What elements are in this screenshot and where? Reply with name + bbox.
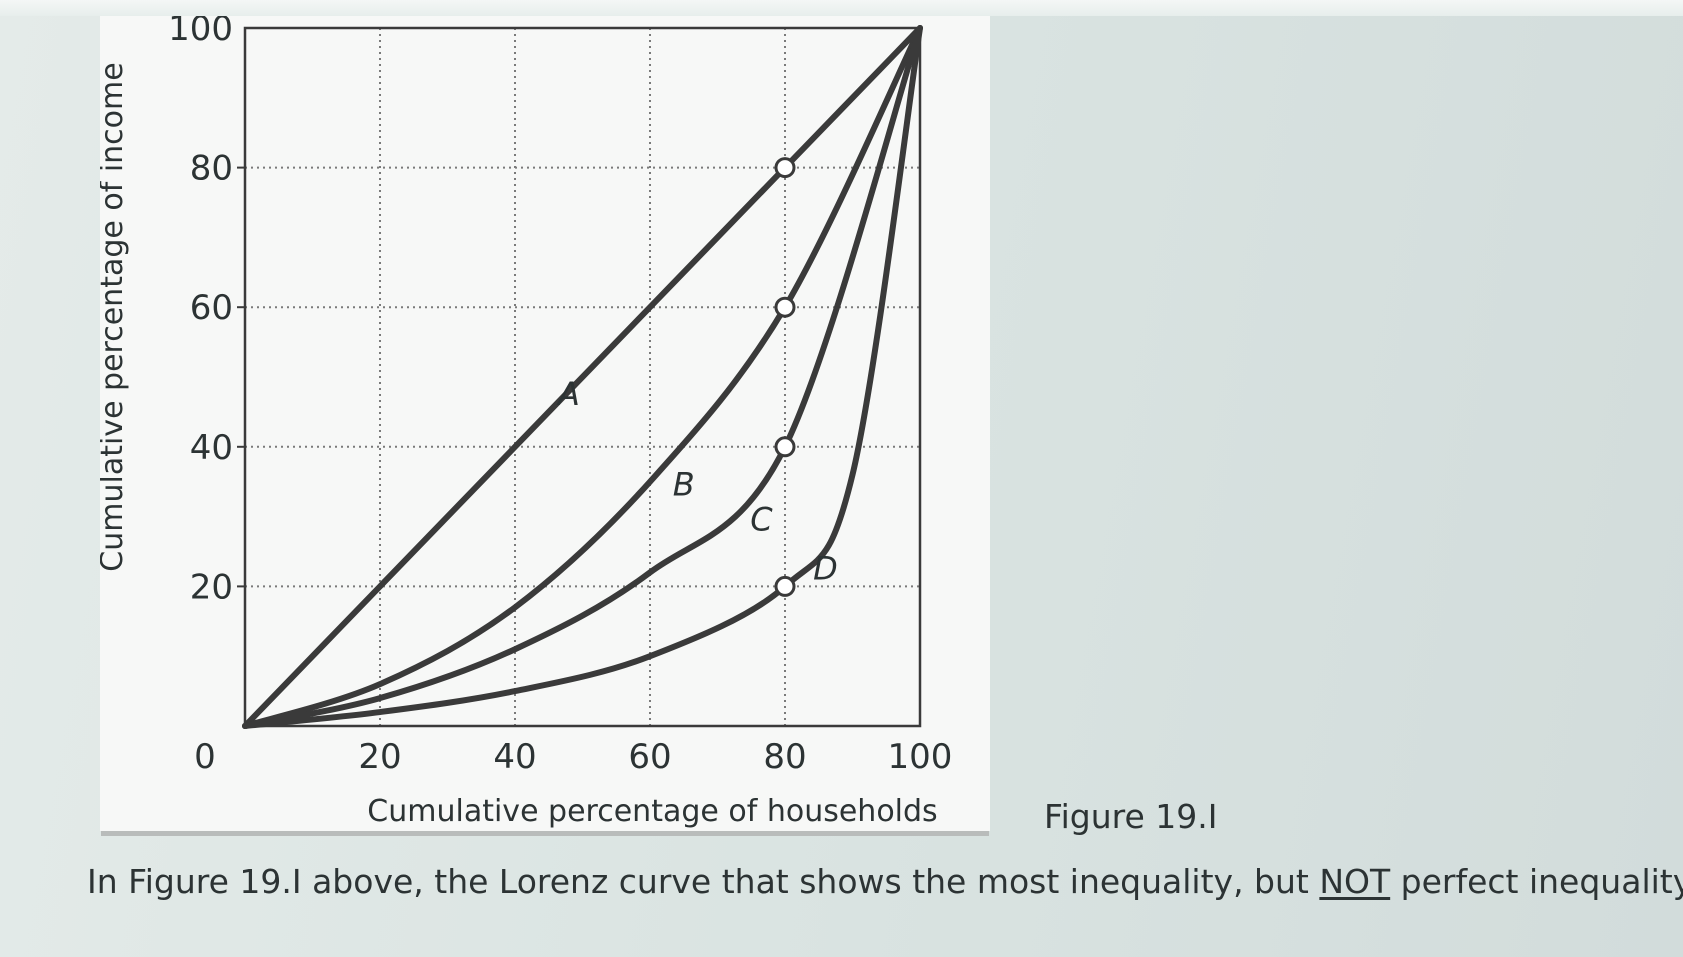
grid-layer xyxy=(245,28,920,726)
y-axis-title: Cumulative percentage of income xyxy=(100,62,130,571)
question-text: In Figure 19.I above, the Lorenz curve t… xyxy=(87,862,1683,901)
y-tick-label: 60 xyxy=(190,288,233,328)
curve-label-d: D xyxy=(813,549,838,587)
lorenz-chart: 0 20 40 60 80 100 20 40 60 80 100 Cumulative percen… xyxy=(100,16,952,829)
x-tick-label: 100 xyxy=(888,737,953,777)
figure-panel: 0 20 40 60 80 100 20 40 60 80 100 Cumulative percen… xyxy=(100,16,990,831)
x-axis-title: Cumulative percentage of households xyxy=(367,794,937,829)
y-tick-label: 20 xyxy=(190,567,233,607)
marker-point xyxy=(774,157,796,179)
curve-label-b: B xyxy=(673,466,695,504)
marker-point xyxy=(774,296,796,318)
y-tick-label: 100 xyxy=(168,16,233,49)
x-tick-label: 80 xyxy=(763,737,806,777)
plot-frame xyxy=(243,26,922,728)
y-tick-label: 80 xyxy=(190,149,233,189)
axes-layer xyxy=(237,26,922,728)
lorenz-curve-a xyxy=(242,25,923,729)
screen-top-edge xyxy=(0,0,1683,16)
y-tick-label: 40 xyxy=(190,428,233,468)
question-emphasis: NOT xyxy=(1319,862,1391,901)
lorenz-curve-b xyxy=(242,25,923,729)
points-layer xyxy=(774,157,796,597)
curve-label-a: A xyxy=(556,375,580,413)
x-tick-label: 60 xyxy=(628,737,671,777)
question-text-end: perfect inequality, is xyxy=(1400,862,1683,901)
lorenz-curve-c xyxy=(242,25,923,729)
labels-layer: 0 20 40 60 80 100 20 40 60 80 100 Cumulative percen… xyxy=(100,16,952,829)
marker-point xyxy=(774,436,796,458)
curve-label-c: C xyxy=(750,501,773,539)
figure-caption: Figure 19.I xyxy=(1044,797,1218,836)
marker-point xyxy=(774,575,796,597)
x-tick-label: 40 xyxy=(493,737,536,777)
question-text-start: In Figure 19.I above, the Lorenz curve t… xyxy=(87,862,1320,901)
curves-layer xyxy=(242,25,923,729)
x-tick-label: 20 xyxy=(358,737,401,777)
lorenz-curve-d xyxy=(242,25,923,729)
x-tick-label: 0 xyxy=(194,737,216,777)
